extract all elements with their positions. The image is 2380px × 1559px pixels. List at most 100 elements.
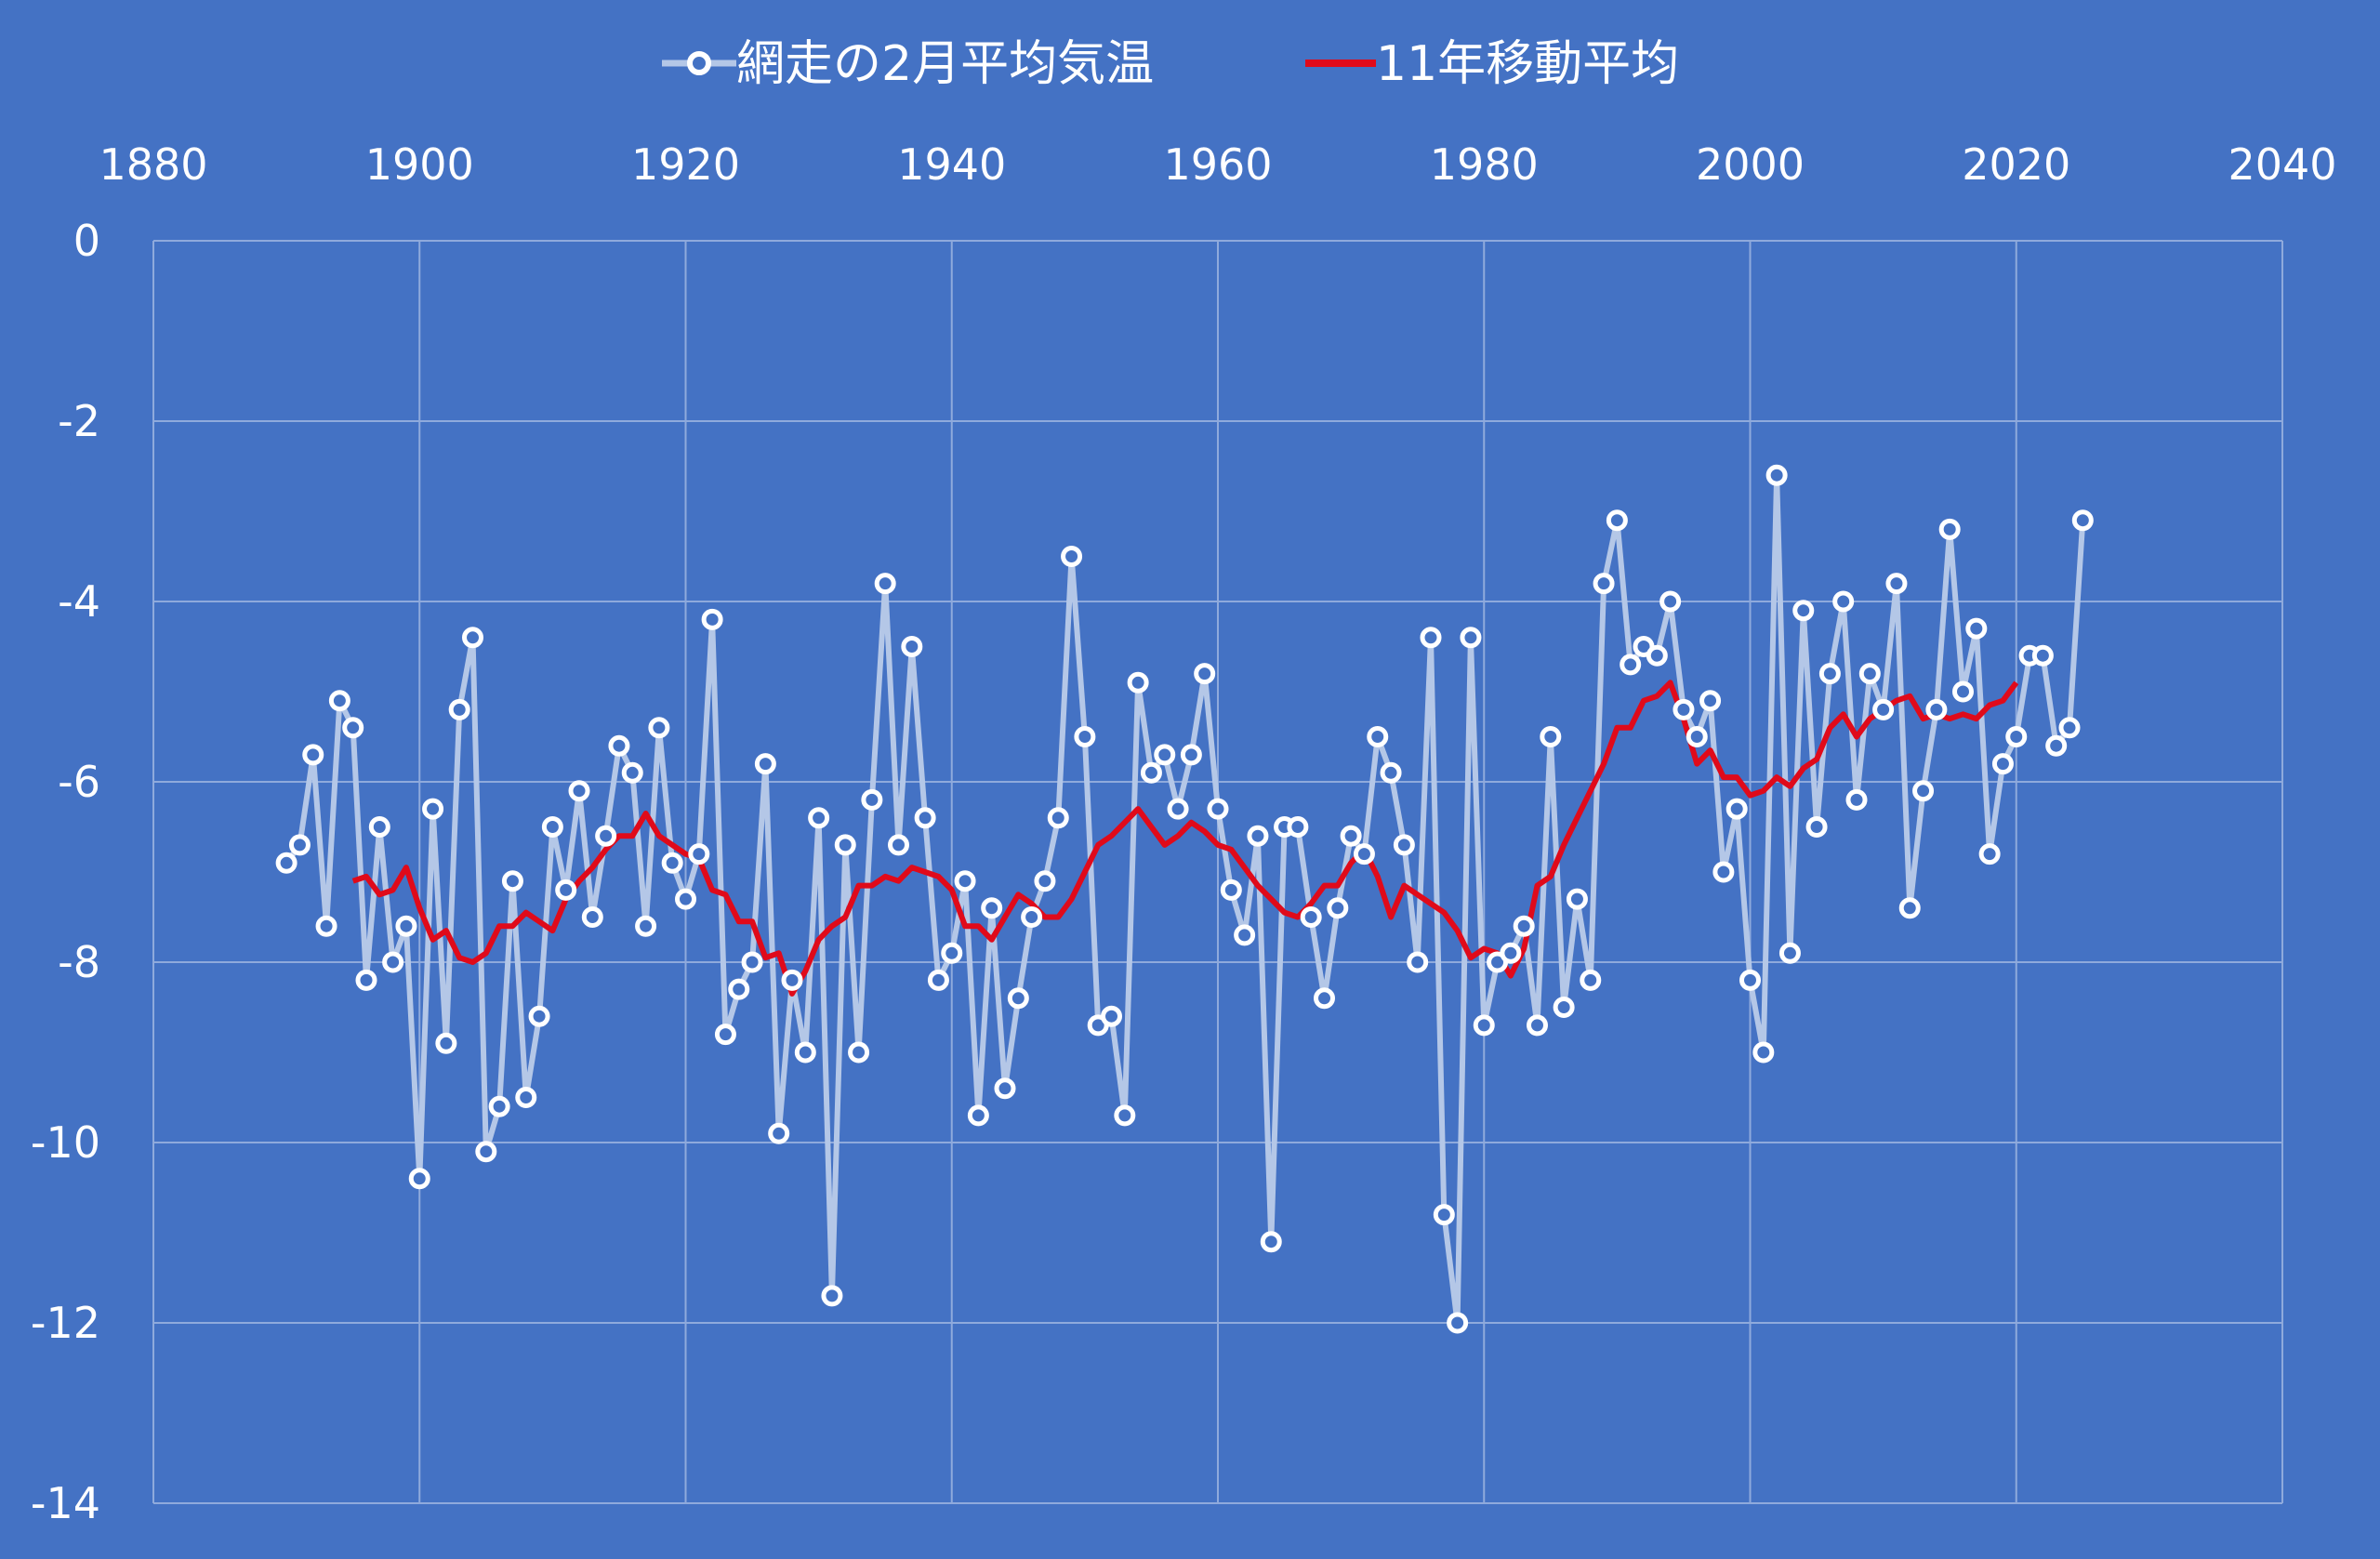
y-tick-label: -8 (58, 937, 100, 987)
temperature-data-point (741, 951, 763, 973)
temperature-data-point (1021, 906, 1043, 928)
legend-temperature-label: 網走の2月平均気温 (736, 36, 1154, 92)
temperature-data-point (595, 825, 617, 847)
temperature-data-point (768, 1122, 790, 1144)
y-tick-label: 0 (73, 216, 100, 266)
temperature-data-point (355, 969, 377, 991)
legend-item-temperature: 網走の2月平均気温 (662, 36, 1154, 92)
temperature-data-point (1553, 997, 1575, 1018)
temperature-data-point (661, 852, 683, 874)
temperature-data-point (1460, 627, 1482, 649)
temperature-data-point (1991, 753, 2014, 775)
temperature-data-point (848, 1041, 870, 1064)
temperature-data-point (834, 834, 856, 856)
legend-temperature-marker-swatch (687, 51, 711, 75)
temperature-data-point (1952, 680, 1974, 703)
temperature-data-point (1194, 663, 1216, 685)
temperature-data-point (302, 744, 324, 766)
temperature-data-point (1167, 798, 1189, 820)
temperature-data-point (568, 780, 590, 802)
temperature-data-point (1234, 924, 1256, 946)
temperature-data-point (1220, 879, 1242, 901)
temperature-data-point (1832, 590, 1855, 613)
temperature-data-point (1247, 825, 1269, 847)
temperature-data-point (2045, 734, 2068, 757)
temperature-data-point (808, 807, 830, 829)
temperature-data-point (675, 888, 696, 910)
temperature-data-point (1938, 518, 1961, 540)
temperature-data-point (1034, 870, 1056, 892)
temperature-data-point (1407, 951, 1429, 973)
temperature-data-point (1154, 744, 1176, 766)
temperature-data-point (821, 1285, 843, 1307)
temperature-data-point (1127, 671, 1149, 694)
temperature-data-point (435, 1032, 457, 1054)
temperature-data-point (1912, 780, 1935, 802)
temperature-data-point (1925, 698, 1948, 720)
temperature-data-point (1527, 1014, 1548, 1037)
temperature-data-point (781, 969, 803, 991)
temperature-data-point (927, 969, 949, 991)
temperature-data-point (1061, 546, 1083, 567)
temperature-data-point (1380, 761, 1402, 784)
temperature-data-point (2031, 644, 2054, 667)
temperature-data-point (515, 1087, 537, 1108)
temperature-data-point (648, 717, 670, 739)
temperature-data-point (1207, 798, 1229, 820)
y-tick-label: -4 (58, 576, 100, 627)
temperature-data-point (1606, 509, 1628, 532)
temperature-data-point (1752, 1041, 1775, 1064)
temperature-data-point (488, 1095, 510, 1117)
x-tick-label: 1940 (897, 139, 1006, 190)
x-tick-label: 1960 (1163, 139, 1272, 190)
temperature-data-point (541, 816, 563, 838)
temperature-data-point (1314, 987, 1335, 1010)
y-tick-label: -6 (58, 757, 100, 807)
temperature-data-point (1978, 843, 2001, 865)
temperature-data-point (1140, 761, 1162, 784)
temperature-data-point (2071, 509, 2094, 532)
temperature-data-point (2005, 726, 2028, 747)
temperature-data-point (754, 753, 776, 775)
temperature-data-point (555, 879, 577, 901)
legend-item-moving-average: 11年移動平均 (1305, 36, 1679, 92)
temperature-data-point (728, 978, 750, 1000)
temperature-series-line (284, 472, 2086, 1326)
y-tick-label: -12 (31, 1298, 100, 1348)
temperature-data-point (1858, 663, 1881, 685)
temperature-data-point (1699, 690, 1722, 712)
temperature-data-point (1447, 1312, 1469, 1334)
temperature-data-point (275, 852, 298, 874)
y-tick-label: -2 (58, 396, 100, 446)
temperature-data-point (861, 788, 883, 811)
temperature-data-point (1420, 627, 1442, 649)
temperature-data-point (688, 843, 710, 865)
temperature-data-point (888, 834, 909, 856)
temperature-data-point (1340, 825, 1362, 847)
temperature-data-point (1885, 573, 1908, 595)
temperature-data-point (1872, 698, 1895, 720)
temperature-data-point (408, 1168, 430, 1190)
temperature-data-point (1566, 888, 1588, 910)
x-tick-label: 1980 (1430, 139, 1539, 190)
temperature-data-point (1712, 861, 1735, 883)
temperature-data-point (1818, 663, 1841, 685)
temperature-data-point (1845, 788, 1868, 811)
temperature-data-point (462, 627, 483, 649)
legend-moving-average-label: 11年移動平均 (1376, 36, 1679, 92)
moving-average-line (351, 680, 2019, 997)
temperature-data-point (528, 1005, 550, 1027)
x-tick-label: 1900 (365, 139, 474, 190)
temperature-data-point (581, 906, 603, 928)
temperature-data-point (1726, 798, 1748, 820)
temperature-data-point (2058, 717, 2081, 739)
temperature-data-point (1898, 897, 1921, 919)
temperature-data-point (1327, 897, 1349, 919)
x-tick-label: 1920 (631, 139, 740, 190)
temperature-data-point (608, 734, 630, 757)
temperature-data-point (714, 1024, 736, 1046)
temperature-data-point (1300, 906, 1322, 928)
temperature-data-point (1765, 464, 1788, 486)
temperature-data-point (1965, 617, 1988, 640)
temperature-data-point (1353, 843, 1375, 865)
